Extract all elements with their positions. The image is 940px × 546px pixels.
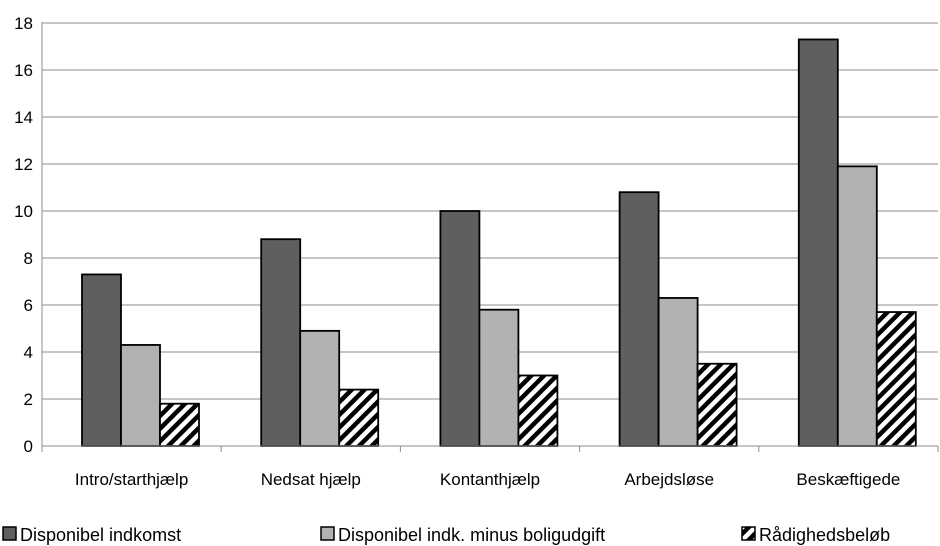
- x-category-label: Nedsat hjælp: [261, 470, 361, 489]
- bar-2-3: [478, 308, 520, 447]
- y-tick-label: 2: [24, 390, 33, 409]
- bar-1-2: [260, 238, 302, 447]
- y-tick-label: 12: [14, 155, 33, 174]
- bar-3-2: [338, 388, 380, 447]
- x-category-label: Intro/starthjælp: [75, 470, 188, 489]
- bar-2-1: [120, 344, 161, 447]
- bars: [81, 38, 917, 447]
- y-tick-label: 6: [24, 296, 33, 315]
- x-axis-category-labels: Intro/starthjælp Nedsat hjælp Kontanthjælp…: [75, 470, 900, 489]
- y-tick-label: 8: [24, 249, 33, 268]
- x-category-label: Kontanthjælp: [440, 470, 540, 489]
- bar-1-4: [618, 191, 660, 447]
- legend-swatch: [741, 526, 756, 541]
- bar-3-1: [159, 402, 200, 447]
- legend-swatch: [2, 526, 17, 541]
- legend-swatch: [320, 526, 335, 541]
- y-tick-label: 16: [14, 61, 33, 80]
- legend-label: Rådighedsbeløb: [759, 525, 890, 545]
- y-tick-label: 18: [14, 14, 33, 33]
- y-tick-label: 4: [24, 343, 33, 362]
- bar-1-1: [81, 273, 122, 447]
- y-tick-label: 14: [14, 108, 33, 127]
- legend: Disponibel indkomst Disponibel indk. minu…: [2, 525, 890, 545]
- x-category-label: Arbejdsløse: [624, 470, 714, 489]
- gridlines: [42, 22, 938, 400]
- y-tick-label: 0: [24, 437, 33, 456]
- bar-3-5: [875, 311, 917, 447]
- y-tick-label: 10: [14, 202, 33, 221]
- bar-2-5: [836, 165, 878, 447]
- bar-1-5: [797, 38, 839, 447]
- bar-2-2: [299, 329, 341, 447]
- bar-3-4: [696, 362, 738, 447]
- bar-3-3: [517, 374, 559, 447]
- axes: [41, 22, 939, 452]
- legend-label: Disponibel indkomst: [20, 525, 181, 545]
- y-axis-tick-labels: 0 2 4 6 8 10 12 14 16 18: [14, 14, 33, 456]
- bar-2-4: [657, 297, 699, 447]
- legend-label: Disponibel indk. minus boligudgift: [338, 525, 605, 545]
- x-category-label: Beskæftigede: [796, 470, 900, 489]
- bar-1-3: [439, 210, 481, 447]
